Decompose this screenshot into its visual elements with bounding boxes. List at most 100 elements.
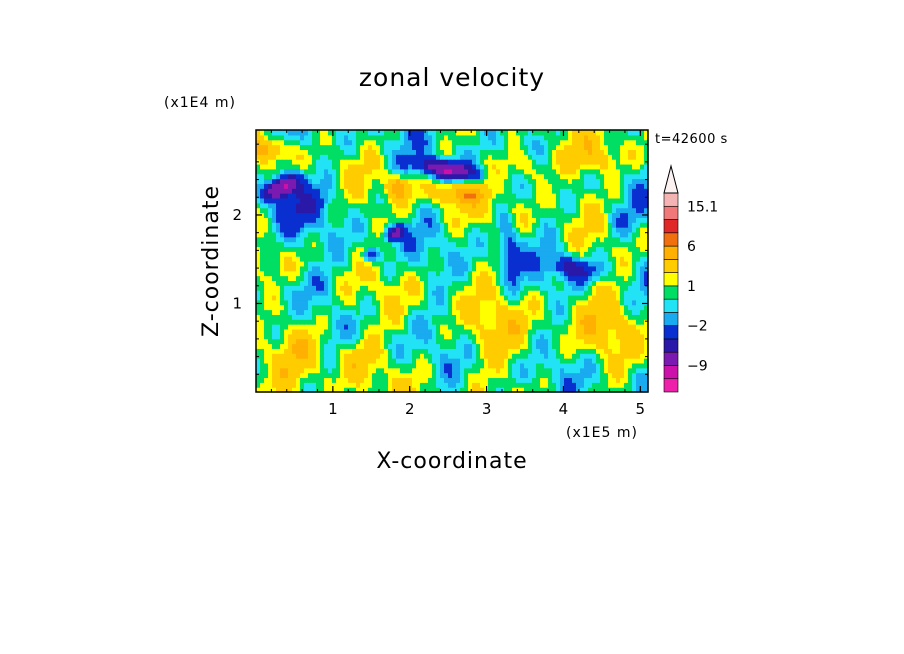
heatmap-cell <box>548 280 553 286</box>
heatmap-cell <box>424 222 429 228</box>
heatmap-cell <box>364 261 369 267</box>
heatmap-cell <box>360 212 365 218</box>
heatmap-cell <box>276 348 281 354</box>
heatmap-cell <box>632 188 637 194</box>
heatmap-cell <box>348 183 353 189</box>
heatmap-cell <box>312 227 317 233</box>
heatmap-cell <box>288 144 293 151</box>
heatmap-cell <box>580 217 585 223</box>
heatmap-cell <box>384 168 389 175</box>
heatmap-cell <box>464 382 469 388</box>
heatmap-cell <box>636 333 641 340</box>
heatmap-cell <box>352 173 357 180</box>
heatmap-cell <box>496 367 501 374</box>
heatmap-cell <box>532 163 537 170</box>
heatmap-cell <box>288 154 293 160</box>
heatmap-cell <box>444 275 449 282</box>
heatmap-cell <box>496 353 501 359</box>
heatmap-cell <box>476 333 481 340</box>
heatmap-cell <box>324 197 329 204</box>
heatmap-cell <box>484 304 489 311</box>
heatmap-cell <box>312 367 317 374</box>
heatmap-cell <box>380 168 385 175</box>
heatmap-cell <box>324 314 329 320</box>
heatmap-cell <box>516 280 521 286</box>
heatmap-cell <box>288 299 293 306</box>
heatmap-cell <box>276 387 281 393</box>
heatmap-cell <box>552 207 557 214</box>
heatmap-cell <box>332 333 337 340</box>
heatmap-cell <box>568 377 573 383</box>
heatmap-cell <box>564 236 569 243</box>
heatmap-cell <box>300 183 305 189</box>
heatmap-cell <box>552 183 557 189</box>
heatmap-cell <box>560 212 565 218</box>
heatmap-cell <box>380 222 385 228</box>
heatmap-cell <box>328 333 333 340</box>
heatmap-cell <box>412 367 417 374</box>
heatmap-cell <box>576 280 581 286</box>
heatmap-cell <box>560 348 565 354</box>
heatmap-cell <box>372 348 377 354</box>
heatmap-cell <box>296 343 301 349</box>
heatmap-cell <box>392 154 397 160</box>
heatmap-cell <box>264 168 269 175</box>
heatmap-cell <box>388 382 393 388</box>
heatmap-cell <box>352 217 357 223</box>
heatmap-cell <box>516 362 521 369</box>
heatmap-cell <box>456 348 461 354</box>
heatmap-cell <box>272 353 277 359</box>
heatmap-cell <box>520 217 525 223</box>
heatmap-cell <box>588 251 593 257</box>
heatmap-cell <box>556 256 561 262</box>
heatmap-cell <box>416 168 421 175</box>
heatmap-cell <box>536 285 541 291</box>
heatmap-cell <box>572 193 577 199</box>
heatmap-cell <box>400 227 405 233</box>
heatmap-cell <box>464 154 469 160</box>
heatmap-cell <box>292 270 297 277</box>
heatmap-cell <box>448 178 453 184</box>
heatmap-cell <box>572 178 577 184</box>
heatmap-cell <box>436 251 441 257</box>
heatmap-cell <box>440 265 445 272</box>
heatmap-cell <box>500 309 505 315</box>
heatmap-cell <box>452 168 457 175</box>
heatmap-cell <box>576 202 581 209</box>
heatmap-cell <box>484 275 489 282</box>
heatmap-cell <box>616 202 621 209</box>
heatmap-cell <box>448 280 453 286</box>
heatmap-cell <box>356 241 361 248</box>
heatmap-cell <box>432 168 437 175</box>
heatmap-cell <box>580 324 585 330</box>
heatmap-cell <box>416 188 421 194</box>
heatmap-cell <box>348 353 353 359</box>
heatmap-cell <box>640 251 645 257</box>
heatmap-cell <box>552 285 557 291</box>
heatmap-cell <box>528 256 533 262</box>
heatmap-cell <box>268 168 273 175</box>
heatmap-cell <box>404 353 409 359</box>
heatmap-cell <box>380 362 385 369</box>
heatmap-cell <box>528 285 533 291</box>
heatmap-cell <box>488 299 493 306</box>
heatmap-cell <box>456 324 461 330</box>
heatmap-cell <box>368 333 373 340</box>
heatmap-cell <box>472 217 477 223</box>
heatmap-cell <box>632 168 637 175</box>
heatmap-cell <box>608 294 613 301</box>
heatmap-cell <box>536 261 541 267</box>
heatmap-cell <box>480 358 485 364</box>
heatmap-cell <box>412 353 417 359</box>
heatmap-cell <box>460 309 465 315</box>
heatmap-cell <box>360 207 365 214</box>
heatmap-cell <box>348 163 353 170</box>
heatmap-cell <box>548 256 553 262</box>
heatmap-cell <box>280 304 285 311</box>
heatmap-cell <box>480 377 485 383</box>
heatmap-cell <box>604 294 609 301</box>
heatmap-cell <box>328 163 333 170</box>
heatmap-cell <box>304 314 309 320</box>
heatmap-cell <box>368 314 373 320</box>
heatmap-cell <box>496 217 501 223</box>
